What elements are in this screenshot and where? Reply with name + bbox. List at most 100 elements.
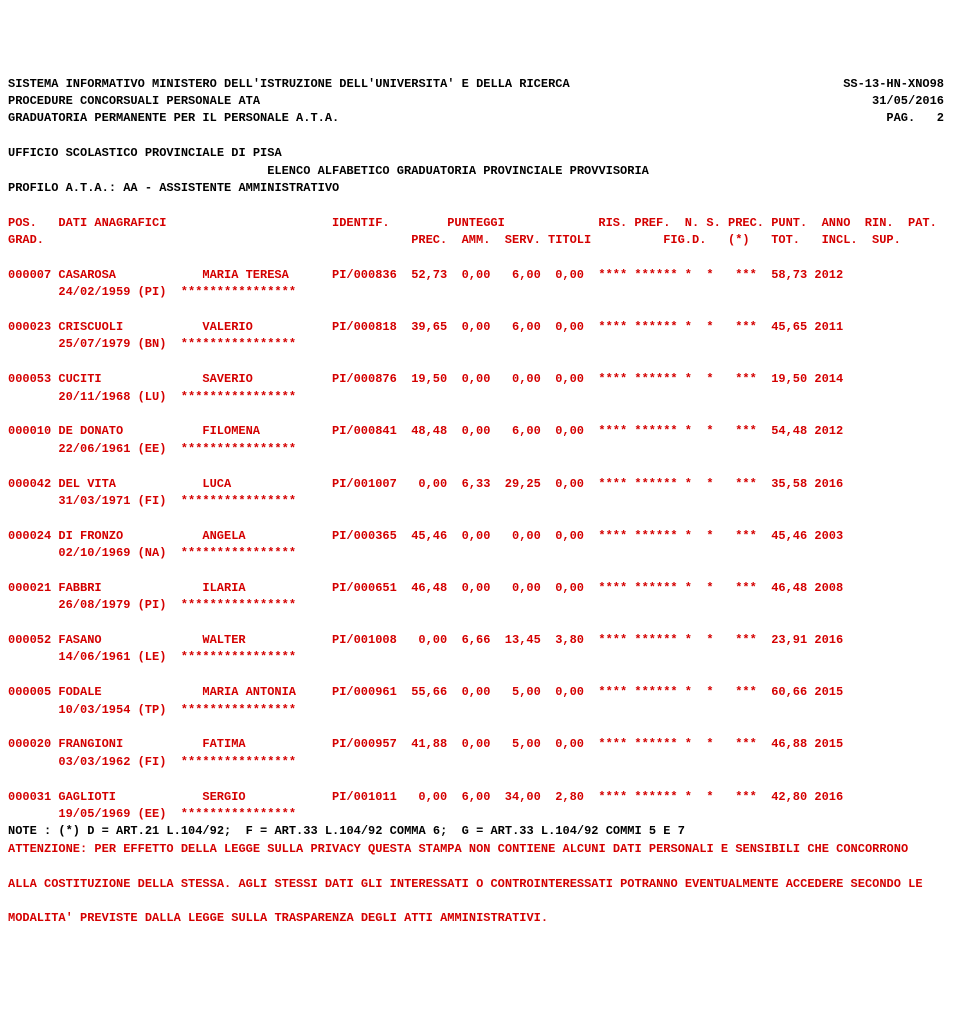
report-line: 24/02/1959(PI)**************** (8, 284, 960, 301)
blank-line (8, 563, 960, 580)
cell-firstname: ILARIA (202, 580, 245, 597)
cell-risblock: **** ****** * * *** (598, 684, 756, 701)
cell-masked: **************** (181, 754, 296, 771)
footer-att3: MODALITA' PREVISTE DALLA LEGGE SULLA TRA… (8, 910, 548, 927)
colhdr-punt: PUNT. (771, 215, 807, 232)
report-line: 20/11/1968(LU)**************** (8, 389, 960, 406)
footer-att2: ALLA COSTITUZIONE DELLA STESSA. AGLI STE… (8, 876, 923, 893)
colhdr-n: N. (685, 215, 699, 232)
colhdr-serv: SERV. (505, 232, 541, 249)
colhdr-rin: RIN. (865, 215, 894, 232)
cell-serv: 5,00 (505, 736, 541, 753)
cell-prec: 0,00 (411, 476, 447, 493)
cell-pos: 000042 (8, 476, 51, 493)
header-elenco: ELENCO ALFABETICO GRADUATORIA PROVINCIAL… (267, 163, 649, 180)
blank-line (8, 406, 960, 423)
cell-identif: PI/000876 (332, 371, 397, 388)
cell-masked: **************** (181, 545, 296, 562)
cell-risblock: **** ****** * * *** (598, 267, 756, 284)
colhdr-identif: IDENTIF. (332, 215, 390, 232)
cell-identif: PI/001011 (332, 789, 397, 806)
cell-serv: 0,00 (505, 580, 541, 597)
report-line: POS.DATI ANAGRAFICIIDENTIF.PUNTEGGIRIS.P… (8, 215, 960, 232)
header-graduatoria: GRADUATORIA PERMANENTE PER IL PERSONALE … (8, 110, 339, 127)
cell-tot: 60,66 (764, 684, 807, 701)
report-line: 000007CASAROSAMARIA TERESAPI/00083652,73… (8, 267, 960, 284)
report-line: 10/03/1954(TP)**************** (8, 702, 960, 719)
cell-prec: 0,00 (411, 632, 447, 649)
header-procedure: PROCEDURE CONCORSUALI PERSONALE ATA (8, 93, 260, 110)
cell-date: 22/06/1961 (58, 441, 130, 458)
report-line: 02/10/1969(NA)**************** (8, 545, 960, 562)
cell-serv: 5,00 (505, 684, 541, 701)
cell-firstname: LUCA (202, 476, 231, 493)
cell-masked: **************** (181, 806, 296, 823)
cell-surname: DEL VITA (58, 476, 116, 493)
cell-surname: DI FRONZO (58, 528, 123, 545)
cell-surname: CUCITI (58, 371, 101, 388)
report-line: ELENCO ALFABETICO GRADUATORIA PROVINCIAL… (8, 163, 960, 180)
cell-prov: (TP) (138, 702, 167, 719)
cell-amm: 0,00 (462, 423, 491, 440)
cell-tot: 19,50 (764, 371, 807, 388)
report-line: 000020FRANGIONIFATIMAPI/00095741,880,00 … (8, 736, 960, 753)
colhdr-pref: PREF. (634, 215, 670, 232)
cell-titoli: 0,00 (548, 736, 584, 753)
cell-tot: 42,80 (764, 789, 807, 806)
cell-risblock: **** ****** * * *** (598, 423, 756, 440)
blank-line (8, 354, 960, 371)
cell-amm: 6,00 (462, 789, 491, 806)
cell-pos: 000021 (8, 580, 51, 597)
cell-pos: 000052 (8, 632, 51, 649)
cell-identif: PI/001007 (332, 476, 397, 493)
cell-prov: (LE) (138, 649, 167, 666)
report-line: SISTEMA INFORMATIVO MINISTERO DELL'ISTRU… (8, 76, 960, 93)
blank-line (8, 771, 960, 788)
cell-tot: 45,46 (764, 528, 807, 545)
cell-firstname: WALTER (202, 632, 245, 649)
cell-date: 24/02/1959 (58, 284, 130, 301)
blank-line (8, 667, 960, 684)
cell-serv: 34,00 (505, 789, 541, 806)
report-line: 14/06/1961(LE)**************** (8, 649, 960, 666)
header-date: 31/05/2016 (872, 93, 944, 110)
cell-tot: 54,48 (764, 423, 807, 440)
cell-firstname: VALERIO (202, 319, 252, 336)
cell-serv: 6,00 (505, 267, 541, 284)
cell-risblock: **** ****** * * *** (598, 632, 756, 649)
cell-tot: 35,58 (764, 476, 807, 493)
report-line: 000052FASANOWALTERPI/001008 0,006,6613,4… (8, 632, 960, 649)
cell-anno: 2008 (814, 580, 843, 597)
cell-anno: 2011 (814, 319, 843, 336)
cell-surname: DE DONATO (58, 423, 123, 440)
cell-prec: 41,88 (411, 736, 447, 753)
cell-masked: **************** (181, 649, 296, 666)
cell-firstname: FATIMA (202, 736, 245, 753)
report-line: UFFICIO SCOLASTICO PROVINCIALE DI PISA (8, 145, 960, 162)
cell-firstname: SERGIO (202, 789, 245, 806)
cell-amm: 0,00 (462, 528, 491, 545)
cell-masked: **************** (181, 702, 296, 719)
cell-masked: **************** (181, 493, 296, 510)
cell-risblock: **** ****** * * *** (598, 736, 756, 753)
cell-prov: (NA) (138, 545, 167, 562)
cell-titoli: 0,00 (548, 423, 584, 440)
cell-firstname: MARIA ANTONIA (202, 684, 296, 701)
cell-firstname: ANGELA (202, 528, 245, 545)
cell-pos: 000023 (8, 319, 51, 336)
report-line: GRAD.PREC.AMM.SERV.TITOLIFIG.D.(*)TOT.IN… (8, 232, 960, 249)
cell-anno: 2016 (814, 632, 843, 649)
report-root: SISTEMA INFORMATIVO MINISTERO DELL'ISTRU… (8, 76, 960, 928)
cell-serv: 0,00 (505, 528, 541, 545)
header-page: PAG. 2 (886, 110, 944, 127)
report-line: 000023CRISCUOLIVALERIOPI/00081839,650,00… (8, 319, 960, 336)
report-line: ALLA COSTITUZIONE DELLA STESSA. AGLI STE… (8, 876, 960, 893)
colhdr-amm: AMM. (462, 232, 491, 249)
cell-titoli: 0,00 (548, 319, 584, 336)
cell-pos: 000031 (8, 789, 51, 806)
report-line: 000005FODALEMARIA ANTONIAPI/00096155,660… (8, 684, 960, 701)
cell-prec: 48,48 (411, 423, 447, 440)
cell-serv: 13,45 (505, 632, 541, 649)
report-line: 000024DI FRONZOANGELAPI/00036545,460,00 … (8, 528, 960, 545)
cell-identif: PI/000961 (332, 684, 397, 701)
